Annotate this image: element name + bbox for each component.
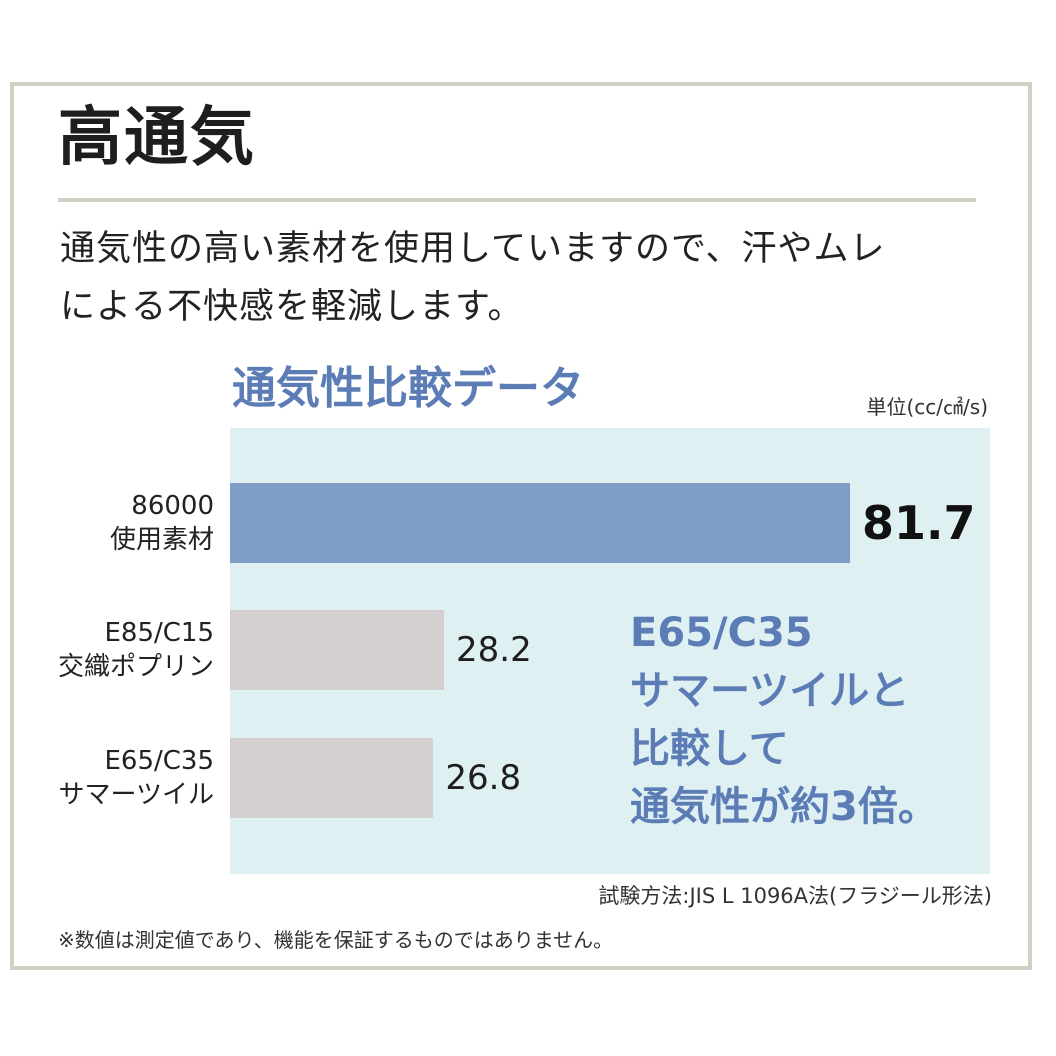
category-label-2: E65/C35 サマーツイル (59, 744, 214, 812)
bar-1 (230, 610, 444, 690)
test-method: 試験方法:JIS L 1096A法(フラジール形法) (598, 884, 992, 908)
value-label-1: 28.2 (456, 630, 532, 670)
category-label-line: 交織ポプリン (57, 652, 214, 682)
category-label-line: E85/C15 (104, 618, 214, 648)
chart-annotation: E65/C35 サマーツイルと 比較して 通気性が約3倍。 (630, 604, 938, 836)
category-label-line: 使用素材 (109, 525, 214, 555)
category-label-1: E85/C15 交織ポプリン (58, 616, 214, 684)
category-label-line: 86000 (131, 491, 214, 521)
value-label-0: 81.7 (862, 496, 976, 550)
value-label-2: 26.8 (445, 758, 522, 798)
description-line-2: による不快感を軽減します。 (60, 287, 524, 327)
title-divider (58, 198, 976, 202)
disclaimer-note: ※数値は測定値であり、機能を保証するものではありません。 (58, 928, 614, 952)
bar-2 (230, 738, 434, 818)
bar-0 (230, 483, 850, 563)
chart-unit: 単位(cc/㎠/s) (866, 395, 989, 419)
annotation-line-3: 比較して (630, 726, 789, 772)
chart-title: 通気性比較データ (232, 363, 584, 414)
category-label-0: 86000 使用素材 (110, 489, 214, 557)
page-title: 高通気 (58, 101, 256, 175)
category-label-line: サマーツイル (58, 780, 214, 810)
description-line-1: 通気性の高い素材を使用していますので、汗やムレ (60, 229, 886, 269)
annotation-line-4: 通気性が約3倍。 (630, 784, 938, 830)
category-label-line: E65/C35 (104, 746, 214, 776)
annotation-line-2: サマーツイルと (630, 668, 910, 714)
annotation-line-1: E65/C35 (630, 610, 813, 656)
description: 通気性の高い素材を使用していますので、汗やムレ による不快感を軽減します。 (60, 220, 990, 336)
